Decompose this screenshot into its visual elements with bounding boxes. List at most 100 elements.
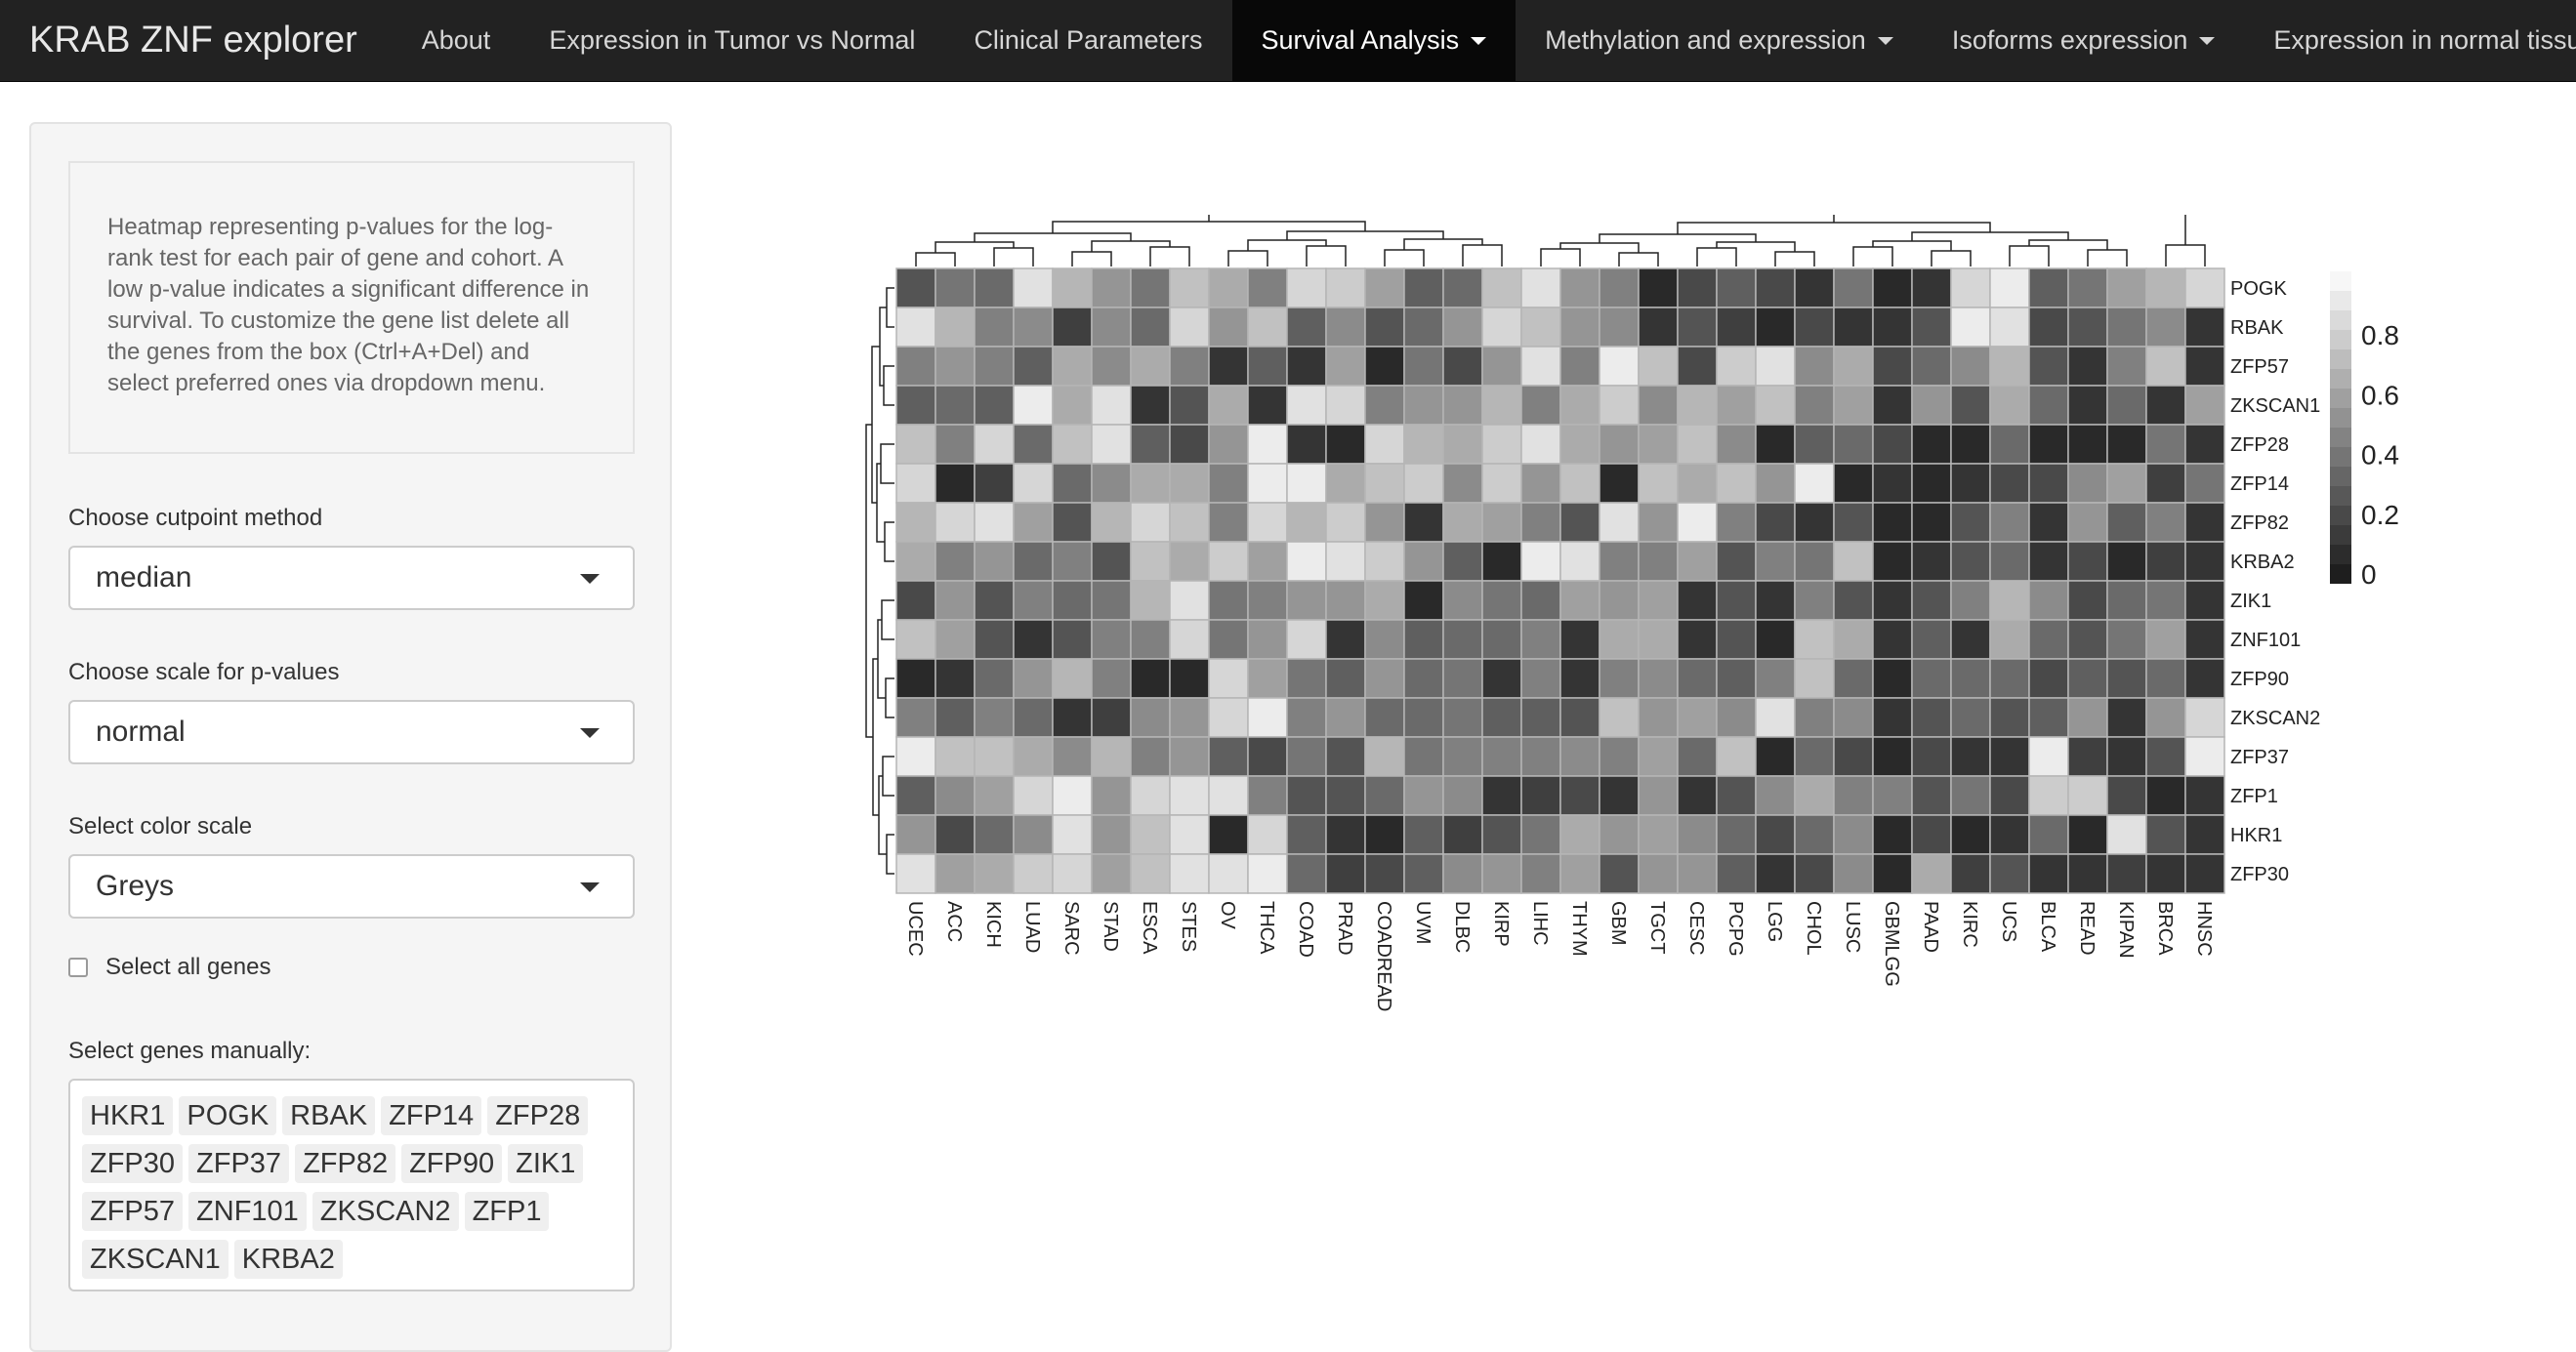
color-scale-select[interactable]: Greys <box>68 854 635 919</box>
heatmap-plot: POGK RBAK ZFP57 ZKSCAN1 ZFP28 ZFP14 ZFP82 KRBA2… <box>850 195 2431 1040</box>
heatmap-cell <box>2106 346 2147 387</box>
dendrogram-branch <box>886 287 894 328</box>
row-label: ZFP57 <box>2230 356 2289 378</box>
column-label: KIRP <box>1490 901 1512 947</box>
heatmap-cell <box>1833 736 1874 777</box>
nav-item-methylation-and-expression[interactable]: Methylation and expression <box>1516 0 1923 81</box>
heatmap-cell <box>1247 775 1288 816</box>
heatmap-cell <box>895 424 936 465</box>
nav-item-about[interactable]: About <box>393 0 520 81</box>
heatmap-cell <box>1013 619 1054 660</box>
heatmap-cell <box>1247 267 1288 308</box>
heatmap-cell <box>2145 658 2186 699</box>
gene-tag[interactable]: ZNF101 <box>188 1192 307 1231</box>
heatmap-cell <box>895 736 936 777</box>
heatmap-cell <box>1520 385 1561 426</box>
heatmap-cell <box>1950 619 1991 660</box>
help-text: Heatmap representing p-values for the lo… <box>107 214 590 396</box>
heatmap-cell <box>1052 267 1093 308</box>
heatmap-cell <box>1950 814 1991 855</box>
column-label: LGG <box>1764 901 1785 942</box>
gene-tag[interactable]: ZFP37 <box>188 1144 290 1183</box>
heatmap-cell <box>1638 658 1679 699</box>
column-label: DLBC <box>1451 901 1473 953</box>
gene-tag[interactable]: HKR1 <box>82 1096 174 1135</box>
gene-tag[interactable]: ZIK1 <box>508 1144 584 1183</box>
heatmap-cell <box>1364 541 1405 582</box>
heatmap-cell <box>1794 502 1835 543</box>
gene-tag[interactable]: ZFP82 <box>295 1144 396 1183</box>
nav-item-expression-in-tumor-vs-normal[interactable]: Expression in Tumor vs Normal <box>519 0 944 81</box>
legend-swatch <box>2330 564 2351 584</box>
nav-item-clinical-parameters[interactable]: Clinical Parameters <box>944 0 1231 81</box>
gene-tag[interactable]: ZFP57 <box>82 1192 184 1231</box>
dendrogram-branch <box>883 365 894 406</box>
heatmap-cell <box>1403 502 1444 543</box>
heatmap-cell <box>1559 814 1600 855</box>
heatmap-cell <box>1911 853 1952 894</box>
heatmap-cell <box>1442 736 1483 777</box>
heatmap-cell <box>1286 267 1327 308</box>
heatmap-cell <box>1052 307 1093 348</box>
heatmap-cell <box>1052 385 1093 426</box>
heatmap-cell <box>1013 346 1054 387</box>
gene-tag[interactable]: ZKSCAN2 <box>312 1192 459 1231</box>
gene-tag[interactable]: RBAK <box>282 1096 376 1135</box>
heatmap-cell <box>2145 736 2186 777</box>
heatmap-cell <box>2145 580 2186 621</box>
heatmap-cell <box>1481 267 1522 308</box>
heatmap-cell <box>1833 580 1874 621</box>
heatmap-cell <box>1520 619 1561 660</box>
heatmap-cell <box>1286 346 1327 387</box>
heatmap-cell <box>1208 814 1249 855</box>
gene-tag[interactable]: ZFP30 <box>82 1144 184 1183</box>
gene-tag[interactable]: ZFP90 <box>401 1144 503 1183</box>
dendrogram-branch <box>1774 251 1815 266</box>
chevron-down-icon <box>580 882 600 892</box>
gene-tag[interactable]: POGK <box>179 1096 277 1135</box>
heatmap-cell <box>1286 658 1327 699</box>
heatmap-cell <box>974 619 1015 660</box>
heatmap-cell <box>895 619 936 660</box>
row-label: ZFP82 <box>2230 512 2289 534</box>
heatmap-cell <box>1989 385 2030 426</box>
heatmap-cell <box>1442 541 1483 582</box>
heatmap-cell <box>1481 697 1522 738</box>
heatmap-cell <box>1559 619 1600 660</box>
cutpoint-select[interactable]: median <box>68 546 635 610</box>
gene-tag[interactable]: ZFP1 <box>464 1192 550 1231</box>
select-all-genes-row[interactable]: Select all genes <box>68 954 270 981</box>
heatmap-cell <box>1130 385 1171 426</box>
heatmap-cell <box>1599 385 1640 426</box>
heatmap-cell <box>1091 580 1132 621</box>
nav-item-isoforms-expression[interactable]: Isoforms expression <box>1923 0 2245 81</box>
gene-tag[interactable]: ZFP28 <box>487 1096 589 1135</box>
legend-swatch <box>2330 525 2351 545</box>
heatmap-cell <box>2067 267 2108 308</box>
dendrogram-branch <box>1852 246 1893 266</box>
heatmap-cell <box>1872 736 1913 777</box>
heatmap-cell <box>1481 814 1522 855</box>
heatmap-cell <box>895 346 936 387</box>
select-all-genes-checkbox[interactable] <box>68 958 88 977</box>
heatmap-cell <box>1052 424 1093 465</box>
heatmap-cell <box>1677 775 1718 816</box>
heatmap-cell <box>2184 697 2225 738</box>
app-brand[interactable]: KRAB ZNF explorer <box>29 20 357 61</box>
pvalue-scale-select[interactable]: normal <box>68 700 635 764</box>
legend-swatch <box>2330 271 2351 291</box>
gene-tag[interactable]: KRBA2 <box>233 1240 343 1279</box>
heatmap-cell <box>974 736 1015 777</box>
dendrogram-branch <box>1462 244 1503 266</box>
heatmap-cell <box>935 541 976 582</box>
heatmap-cell <box>1833 775 1874 816</box>
heatmap-cell <box>2184 307 2225 348</box>
heatmap-cell <box>1052 463 1093 504</box>
legend-swatch <box>2330 349 2351 369</box>
gene-selectize-input[interactable]: HKR1 POGK RBAK ZFP14 ZFP28 ZFP30 ZFP37 ZFP82 ZFP… <box>68 1079 635 1291</box>
gene-tag[interactable]: ZFP14 <box>381 1096 482 1135</box>
nav-item-expression-in-normal-tissue[interactable]: Expression in normal tissue <box>2244 0 2576 81</box>
heatmap-cell <box>1559 658 1600 699</box>
nav-item-survival-analysis[interactable]: Survival Analysis <box>1231 0 1517 81</box>
gene-tag[interactable]: ZKSCAN1 <box>82 1240 229 1279</box>
